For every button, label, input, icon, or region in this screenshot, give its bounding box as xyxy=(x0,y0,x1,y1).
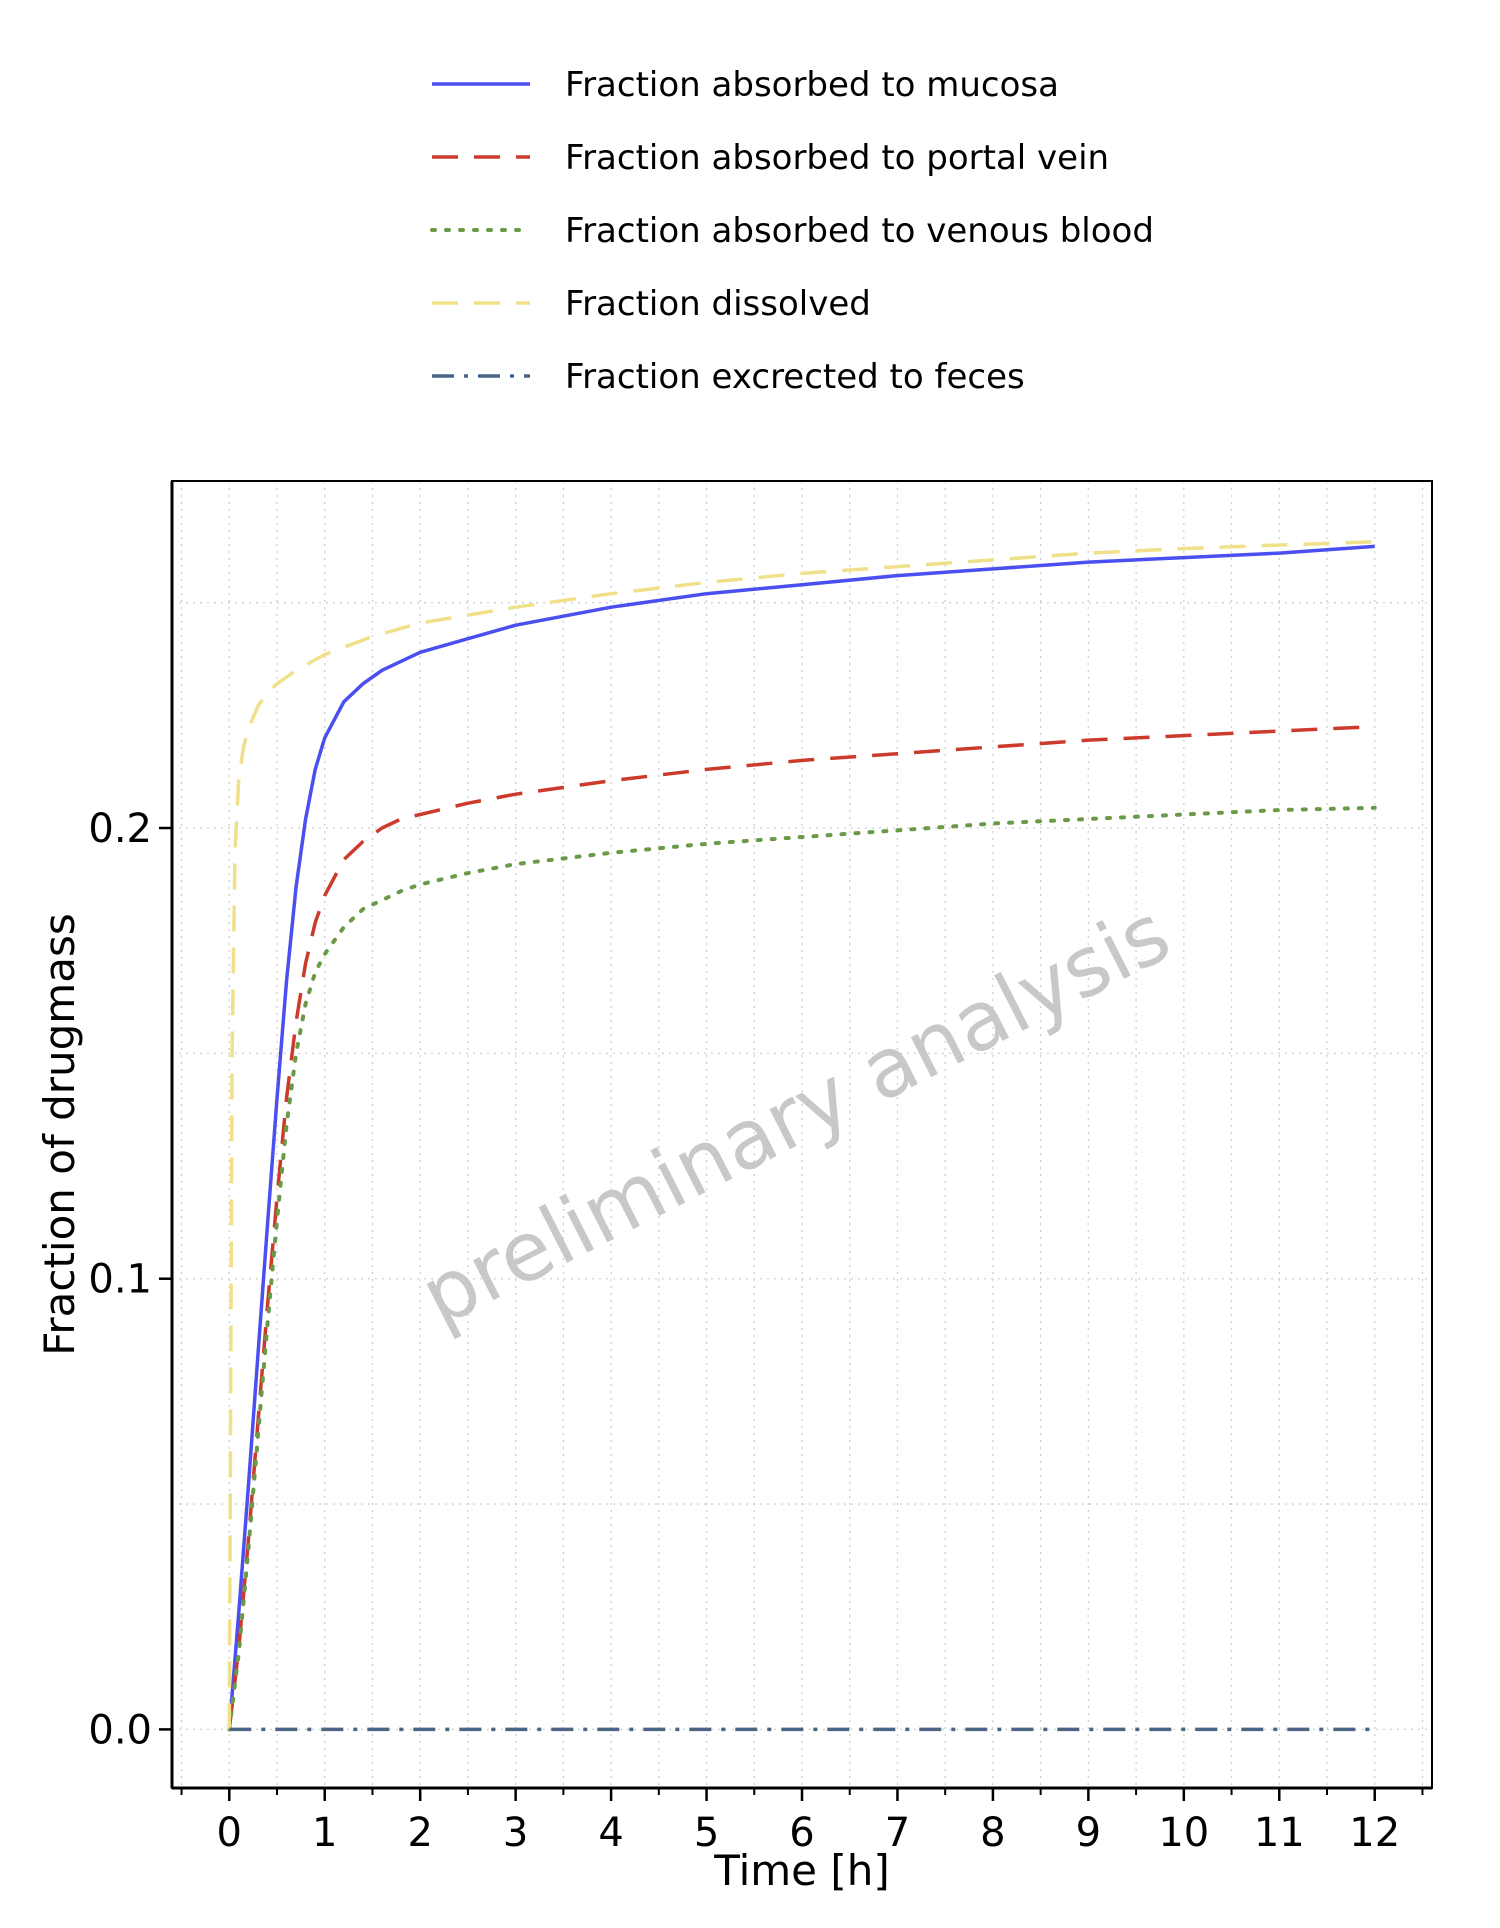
x-tick-label: 7 xyxy=(885,1810,910,1856)
watermark-text: preliminary analysis xyxy=(406,886,1184,1345)
series-line-2 xyxy=(227,724,1375,1730)
x-tick-label: 5 xyxy=(694,1810,719,1856)
x-tick-label: 6 xyxy=(789,1810,814,1856)
legend-label-1: Fraction absorbed to mucosa xyxy=(565,65,1059,105)
watermark: preliminary analysis xyxy=(406,886,1184,1345)
legend-label-4: Fraction dissolved xyxy=(565,284,871,324)
ticks: 0 1 2 3 4 5 6 7 8 9 10 11 120.00.10.2 xyxy=(88,806,1424,1856)
y-tick-label: 0.0 xyxy=(88,1707,152,1753)
gridlines xyxy=(172,481,1432,1788)
x-tick-label: 8 xyxy=(980,1810,1005,1856)
y-axis-title: Fraction of drugmass xyxy=(35,913,84,1355)
series-lines xyxy=(227,540,1377,1732)
legend: Fraction absorbed to mucosa Fraction abso… xyxy=(430,65,1154,397)
x-tick-label: 0 xyxy=(217,1810,242,1856)
x-tick-label: 2 xyxy=(407,1810,432,1856)
x-tick-label: 4 xyxy=(598,1810,623,1856)
x-tick-label: 10 xyxy=(1158,1810,1209,1856)
x-tick-label: 9 xyxy=(1076,1810,1101,1856)
x-axis-title: Time [h] xyxy=(713,1846,890,1895)
y-tick-label: 0.2 xyxy=(88,806,152,852)
series-line-3 xyxy=(227,805,1377,1732)
legend-label-3: Fraction absorbed to venous blood xyxy=(565,211,1154,251)
legend-label-5: Fraction excrected to feces xyxy=(565,357,1025,397)
x-tick-label: 12 xyxy=(1349,1810,1400,1856)
series-line-1 xyxy=(227,544,1375,1730)
x-tick-label: 1 xyxy=(312,1810,337,1856)
x-tick-label: 11 xyxy=(1254,1810,1305,1856)
series-line-4 xyxy=(227,540,1375,1730)
x-tick-label: 3 xyxy=(503,1810,528,1856)
legend-label-2: Fraction absorbed to portal vein xyxy=(565,138,1109,178)
y-tick-label: 0.1 xyxy=(88,1257,152,1303)
